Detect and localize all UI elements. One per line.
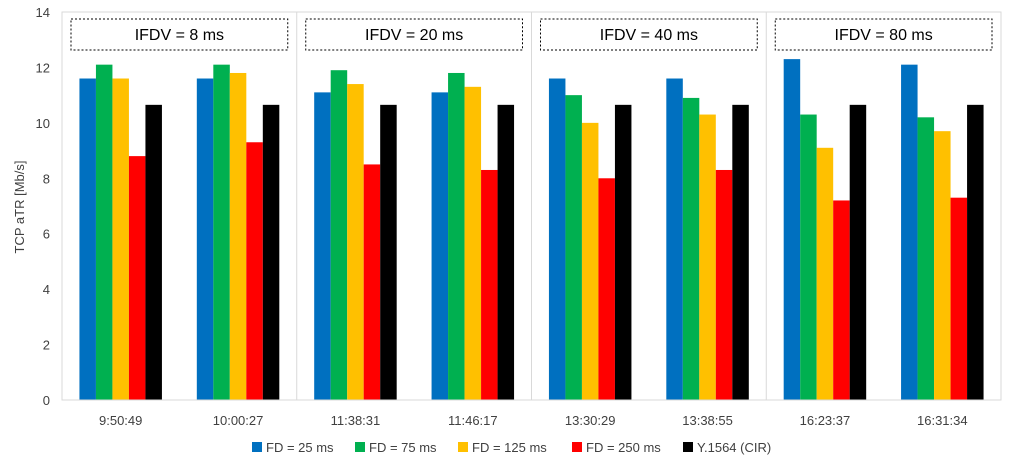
y-tick-label: 14 (36, 5, 50, 20)
legend-swatch (572, 442, 582, 452)
bar-y-1564-cir (732, 104, 749, 400)
y-tick-label: 6 (43, 227, 50, 242)
bar-fd-125-ms (229, 72, 247, 400)
x-tick-label: 11:38:31 (331, 413, 381, 428)
bar-y-1564-cir (380, 104, 397, 400)
bar-fd-75-ms (682, 97, 700, 401)
group-label: IFDV = 80 ms (835, 27, 933, 44)
bar-fd-25-ms (196, 78, 214, 400)
bar-fd-75-ms (330, 70, 348, 400)
bar-fd-250-ms (128, 156, 146, 400)
bar-fd-125-ms (816, 147, 834, 400)
y-tick-label: 8 (43, 171, 50, 186)
bar-fd-25-ms (666, 78, 683, 400)
legend-label: FD = 250 ms (586, 440, 661, 455)
bar-fd-125-ms (934, 131, 951, 400)
bar-fd-75-ms (565, 95, 582, 401)
group-label-box (540, 18, 758, 51)
bar-y-1564-cir (145, 104, 162, 400)
group-label-box (305, 18, 523, 51)
bar-y-1564-cir (497, 104, 515, 400)
group-label: IFDV = 20 ms (365, 27, 463, 44)
bar-fd-125-ms (464, 86, 482, 400)
legend-label: FD = 75 ms (369, 440, 437, 455)
y-axis-title: TCP aTR [Mb/s] (12, 161, 27, 254)
bar-fd-25-ms (548, 78, 566, 400)
bar-fd-250-ms (246, 142, 263, 400)
group-label: IFDV = 40 ms (600, 27, 698, 44)
x-tick-label: 9:50:49 (99, 413, 142, 428)
y-tick-label: 10 (36, 116, 50, 131)
bar-y-1564-cir (614, 104, 632, 400)
bar-fd-25-ms (783, 59, 801, 400)
bar-y-1564-cir (849, 104, 867, 400)
bar-fd-25-ms (431, 92, 449, 400)
group-label: IFDV = 8 ms (135, 27, 224, 44)
y-tick-label: 12 (36, 60, 50, 75)
legend-swatch (252, 442, 262, 452)
legend-swatch (355, 442, 365, 452)
bar-fd-125-ms (112, 78, 129, 400)
y-tick-label: 0 (43, 393, 50, 408)
x-tick-label: 13:30:29 (565, 413, 616, 428)
group-label-box (774, 18, 993, 51)
legend-swatch (458, 442, 468, 452)
bar-y-1564-cir (262, 104, 280, 400)
bar-fd-250-ms (598, 178, 615, 400)
legend-swatch (683, 442, 693, 452)
x-tick-label: 16:31:34 (917, 413, 968, 428)
bar-fd-250-ms (363, 164, 381, 400)
bar-fd-250-ms (715, 169, 733, 400)
x-tick-label: 13:38:55 (682, 413, 733, 428)
y-tick-label: 4 (43, 282, 50, 297)
bar-fd-250-ms (950, 197, 968, 400)
legend-label: FD = 125 ms (472, 440, 547, 455)
bar-fd-75-ms (213, 64, 230, 401)
bar-fd-75-ms (95, 64, 113, 401)
bar-fd-125-ms (581, 122, 599, 400)
bar-fd-25-ms (314, 92, 331, 400)
group-label-box (70, 18, 289, 51)
y-tick-label: 2 (43, 338, 50, 353)
bar-y-1564-cir (967, 104, 984, 400)
x-tick-label: 11:46:17 (448, 413, 498, 428)
bar-fd-125-ms (347, 84, 364, 401)
bar-fd-250-ms (833, 200, 850, 400)
x-tick-label: 10:00:27 (213, 413, 264, 428)
bar-fd-250-ms (481, 169, 498, 400)
bar-fd-75-ms (917, 117, 935, 401)
bar-fd-125-ms (699, 114, 716, 401)
bar-fd-75-ms (800, 114, 817, 401)
x-tick-label: 16:23:37 (800, 413, 851, 428)
legend-label: Y.1564 (CIR) (697, 440, 771, 455)
bar-fd-25-ms (79, 78, 96, 400)
bar-fd-25-ms (901, 64, 918, 401)
bar-fd-75-ms (448, 72, 465, 400)
legend-label: FD = 25 ms (266, 440, 334, 455)
